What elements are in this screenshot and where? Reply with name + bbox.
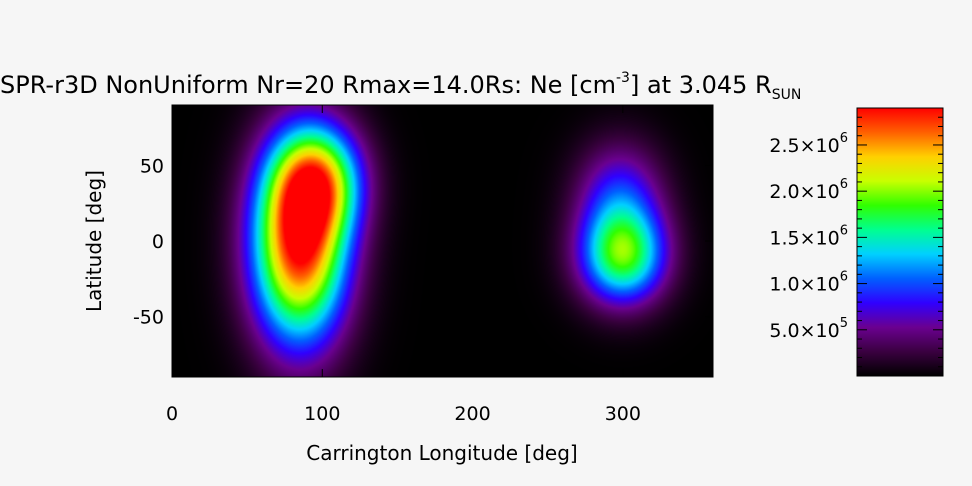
- colorbar-tick-label: 1.0×106: [769, 270, 848, 296]
- x-tick-label: 300: [605, 403, 641, 425]
- x-tick-label: 200: [454, 403, 490, 425]
- colorbar-tick-label: 2.5×106: [769, 131, 848, 157]
- heatmap-canvas: [172, 105, 713, 377]
- colorbar-tick-label: 5.0×105: [769, 316, 848, 342]
- x-tick-label: 0: [166, 403, 178, 425]
- x-axis: 0 100 200 300: [166, 105, 641, 425]
- x-axis-label: Carrington Longitude [deg]: [306, 441, 577, 465]
- colorbar-ticks: 5.0×105 1.0×106 1.5×106 2.0×106 2.5×106: [769, 116, 943, 368]
- y-tick-label: 50: [140, 155, 164, 177]
- colorbar-gradient: [857, 108, 943, 376]
- x-tick-label: 100: [304, 403, 340, 425]
- y-tick-label: -50: [133, 307, 164, 329]
- colorbar-tick-label: 1.5×106: [769, 223, 848, 249]
- colorbar-tick-label: 2.0×106: [769, 177, 848, 203]
- y-axis: 50 0 -50: [133, 155, 713, 329]
- y-axis-label: Latitude [deg]: [82, 170, 106, 312]
- colorbar-frame: [856, 107, 944, 377]
- colorbar: 5.0×105 1.0×106 1.5×106 2.0×106 2.5×106: [769, 107, 944, 377]
- chart-title: SPR-r3D NonUniform Nr=20 Rmax=14.0Rs: Ne…: [0, 70, 801, 103]
- y-tick-label: 0: [152, 231, 164, 253]
- plot-area: [171, 104, 714, 378]
